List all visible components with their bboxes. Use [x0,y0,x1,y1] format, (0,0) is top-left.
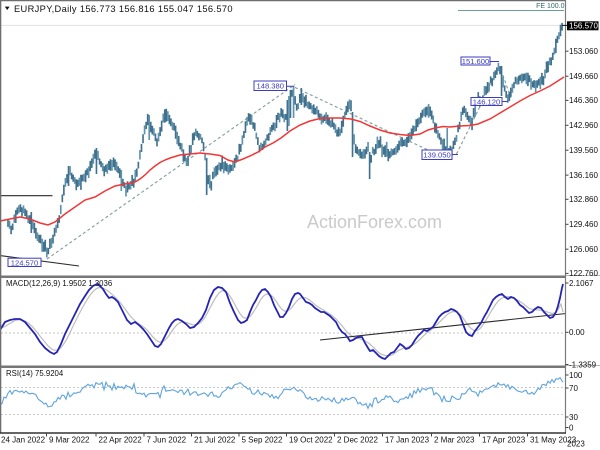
svg-text:22 Apr 2022: 22 Apr 2022 [99,435,143,444]
svg-text:70: 70 [569,384,578,393]
svg-text:122.760: 122.760 [569,269,598,278]
svg-text:19 Oct 2022: 19 Oct 2022 [289,435,333,444]
svg-text:EURJPY,Daily 156.773 156.816: EURJPY,Daily 156.773 156.816 155.047 156… [14,4,233,14]
svg-text:139.560: 139.560 [569,146,598,155]
svg-text:142.960: 142.960 [569,121,598,130]
svg-text:129.460: 129.460 [569,220,598,229]
svg-text:17 Jan 2023: 17 Jan 2023 [385,435,430,444]
svg-text:156.570: 156.570 [569,22,598,31]
svg-text:30: 30 [569,413,578,422]
svg-text:FE 100.0: FE 100.0 [536,3,565,10]
svg-text:21 Jul 2022: 21 Jul 2022 [194,435,236,444]
svg-text:17 Apr 2023: 17 Apr 2023 [482,435,526,444]
svg-text:153.060: 153.060 [569,47,598,56]
svg-text:2023: 2023 [567,440,585,449]
svg-text:2 Dec 2022: 2 Dec 2022 [337,435,378,444]
svg-text:0: 0 [569,423,574,432]
svg-text:31 May 2023: 31 May 2023 [530,435,577,444]
svg-text:2.1067: 2.1067 [569,279,594,288]
svg-text:24 Jan 2022: 24 Jan 2022 [1,435,46,444]
svg-text:2 Mar 2023: 2 Mar 2023 [434,435,475,444]
svg-text:RSI(14) 75.9204: RSI(14) 75.9204 [6,369,64,378]
svg-text:146.360: 146.360 [569,96,598,105]
svg-text:126.060: 126.060 [569,245,598,254]
svg-text:151.600: 151.600 [462,57,489,66]
svg-text:-1.3359: -1.3359 [569,360,597,369]
svg-text:148.380: 148.380 [257,82,284,91]
svg-text:ActionForex.com: ActionForex.com [307,212,442,232]
svg-text:124.570: 124.570 [11,258,38,267]
svg-text:100: 100 [569,371,583,380]
svg-text:7 Jun 2022: 7 Jun 2022 [147,435,187,444]
svg-text:MACD(12,26,9) 1.9502 1.3036: MACD(12,26,9) 1.9502 1.3036 [6,279,112,288]
svg-text:132.860: 132.860 [569,195,598,204]
svg-text:146.120: 146.120 [473,97,500,106]
svg-text:149.660: 149.660 [569,72,598,81]
svg-text:9 Mar 2022: 9 Mar 2022 [49,435,90,444]
svg-text:5 Sep 2022: 5 Sep 2022 [242,435,283,444]
svg-text:0.00: 0.00 [569,328,585,337]
svg-text:136.160: 136.160 [569,171,598,180]
svg-text:139.050: 139.050 [423,151,450,160]
